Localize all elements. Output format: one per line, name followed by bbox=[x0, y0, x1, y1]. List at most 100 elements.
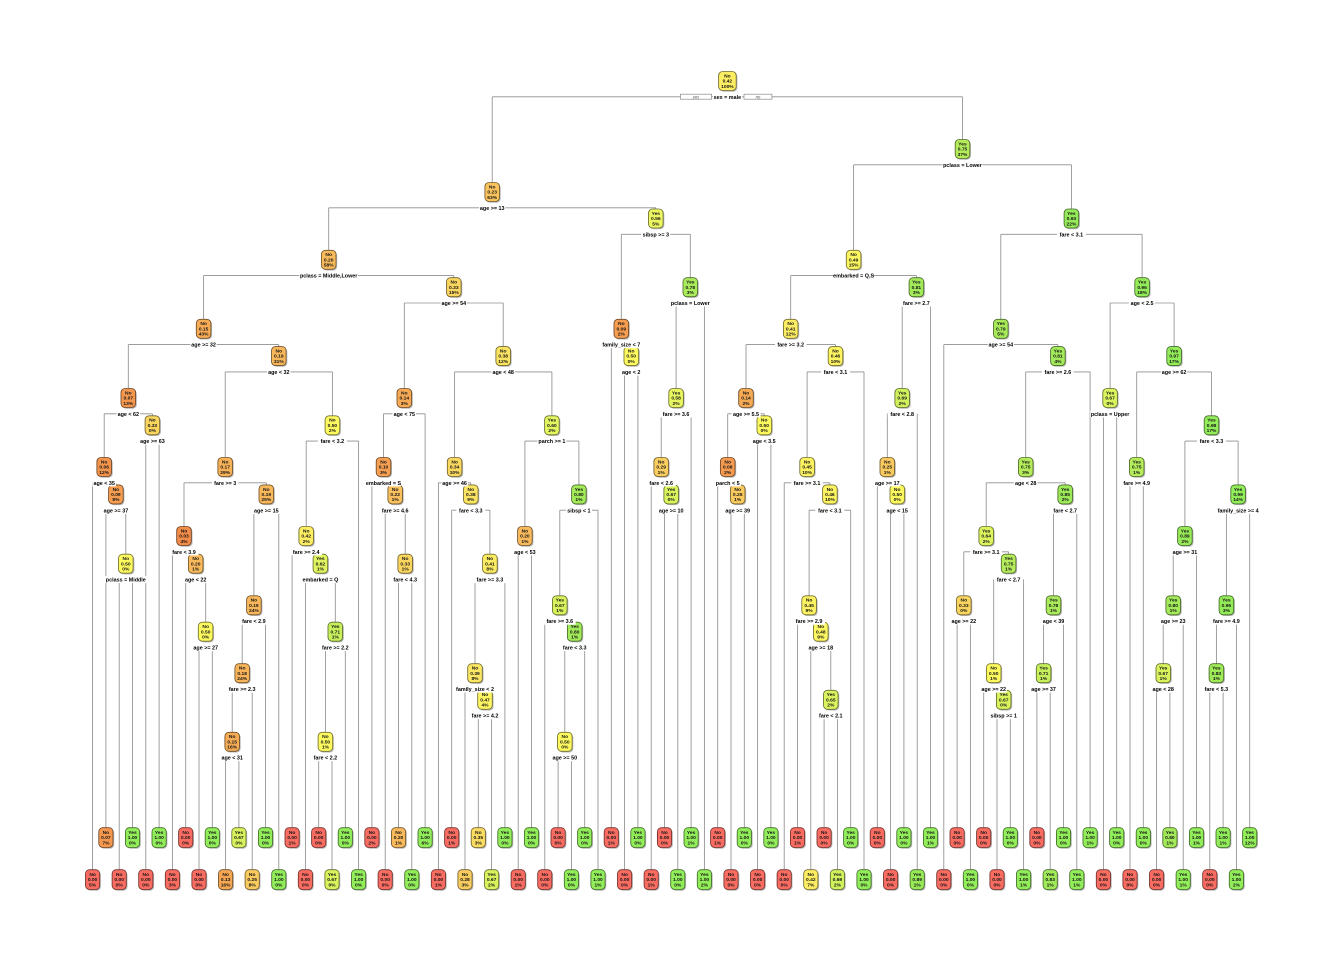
svg-text:Yes: Yes bbox=[1181, 528, 1190, 534]
svg-text:parch < 5: parch < 5 bbox=[716, 481, 740, 487]
svg-text:sex = male: sex = male bbox=[714, 95, 741, 101]
svg-text:16%: 16% bbox=[221, 882, 231, 888]
svg-text:1%: 1% bbox=[515, 882, 523, 888]
svg-text:No: No bbox=[821, 830, 828, 836]
svg-text:No: No bbox=[200, 321, 207, 327]
svg-text:Yes: Yes bbox=[487, 872, 496, 878]
svg-text:24%: 24% bbox=[237, 676, 247, 682]
svg-text:0.25: 0.25 bbox=[883, 465, 893, 471]
svg-text:fare >= 3.1: fare >= 3.1 bbox=[794, 481, 821, 487]
svg-text:0%: 0% bbox=[727, 882, 735, 888]
svg-text:1%: 1% bbox=[575, 497, 583, 503]
svg-text:0.42: 0.42 bbox=[723, 79, 733, 85]
svg-text:18%: 18% bbox=[1137, 290, 1147, 296]
svg-text:No: No bbox=[724, 73, 731, 79]
svg-text:Yes: Yes bbox=[667, 487, 676, 493]
svg-text:0.97: 0.97 bbox=[1169, 354, 1179, 360]
svg-text:no: no bbox=[756, 94, 761, 99]
svg-text:No: No bbox=[451, 459, 458, 465]
svg-text:1.00: 1.00 bbox=[740, 835, 750, 841]
svg-text:No: No bbox=[382, 872, 389, 878]
svg-text:0.00: 0.00 bbox=[194, 877, 204, 883]
svg-text:0.35: 0.35 bbox=[474, 835, 484, 841]
svg-text:Yes: Yes bbox=[1059, 830, 1068, 836]
svg-text:0.50: 0.50 bbox=[321, 739, 331, 745]
svg-text:8%: 8% bbox=[471, 676, 479, 682]
svg-text:age < 35: age < 35 bbox=[93, 481, 114, 487]
svg-text:fare >= 2.9: fare >= 2.9 bbox=[796, 619, 823, 625]
svg-text:0%: 0% bbox=[1126, 882, 1134, 888]
svg-text:8%: 8% bbox=[486, 567, 494, 573]
svg-text:No: No bbox=[315, 830, 322, 836]
svg-text:0.98: 0.98 bbox=[1207, 423, 1217, 429]
svg-text:0.65: 0.65 bbox=[826, 697, 836, 703]
svg-text:Yes: Yes bbox=[634, 830, 643, 836]
svg-text:0.47: 0.47 bbox=[480, 697, 490, 703]
svg-text:0%: 0% bbox=[1206, 882, 1214, 888]
svg-text:0.67: 0.67 bbox=[487, 877, 497, 883]
svg-text:0.49: 0.49 bbox=[849, 257, 859, 263]
svg-text:0.67: 0.67 bbox=[666, 492, 676, 498]
svg-text:No: No bbox=[874, 830, 881, 836]
svg-text:fare < 5.3: fare < 5.3 bbox=[1205, 687, 1229, 693]
svg-text:0.00: 0.00 bbox=[1099, 877, 1109, 883]
svg-text:No: No bbox=[1153, 872, 1160, 878]
svg-text:0.33: 0.33 bbox=[449, 285, 459, 291]
svg-text:Yes: Yes bbox=[567, 872, 576, 878]
svg-text:No: No bbox=[143, 872, 150, 878]
svg-text:0.69: 0.69 bbox=[833, 877, 843, 883]
svg-text:0%: 0% bbox=[754, 882, 762, 888]
svg-text:1.00: 1.00 bbox=[686, 835, 696, 841]
svg-text:4%: 4% bbox=[1054, 359, 1062, 365]
svg-text:Yes: Yes bbox=[1039, 666, 1048, 672]
svg-text:pclass = Lower: pclass = Lower bbox=[943, 163, 983, 169]
svg-text:4%: 4% bbox=[180, 539, 188, 545]
svg-text:sibsp >= 1: sibsp >= 1 bbox=[991, 714, 1017, 720]
svg-text:0.33: 0.33 bbox=[400, 561, 410, 567]
svg-text:0.20: 0.20 bbox=[324, 257, 334, 263]
svg-text:yes: yes bbox=[692, 94, 700, 99]
svg-text:2%: 2% bbox=[827, 703, 835, 709]
svg-text:1.00: 1.00 bbox=[1245, 835, 1255, 841]
svg-text:Yes: Yes bbox=[1192, 830, 1201, 836]
svg-text:No: No bbox=[728, 872, 735, 878]
svg-text:No: No bbox=[125, 390, 132, 396]
svg-text:fare >= 2.6: fare >= 2.6 bbox=[1045, 370, 1072, 376]
svg-text:0.71: 0.71 bbox=[1039, 671, 1049, 677]
svg-text:0%: 0% bbox=[149, 428, 157, 434]
svg-text:12%: 12% bbox=[786, 332, 796, 338]
svg-text:0.42: 0.42 bbox=[806, 877, 816, 883]
svg-text:No: No bbox=[724, 459, 731, 465]
svg-text:0%: 0% bbox=[116, 882, 124, 888]
svg-text:0.39: 0.39 bbox=[470, 671, 480, 677]
svg-text:age < 28: age < 28 bbox=[1015, 481, 1036, 487]
svg-text:0.00: 0.00 bbox=[1125, 877, 1135, 883]
svg-text:No: No bbox=[468, 487, 475, 493]
svg-text:0.80: 0.80 bbox=[1165, 835, 1175, 841]
svg-text:0.00: 0.00 bbox=[314, 835, 324, 841]
svg-text:0.13: 0.13 bbox=[221, 877, 231, 883]
svg-text:No: No bbox=[181, 528, 188, 534]
svg-text:No: No bbox=[555, 830, 562, 836]
svg-text:4%: 4% bbox=[481, 703, 489, 709]
svg-text:0.50: 0.50 bbox=[328, 423, 338, 429]
svg-text:Yes: Yes bbox=[1046, 872, 1055, 878]
svg-text:0.00: 0.00 bbox=[992, 877, 1002, 883]
svg-text:0.58: 0.58 bbox=[671, 396, 681, 402]
svg-text:Yes: Yes bbox=[700, 872, 709, 878]
svg-text:age < 48: age < 48 bbox=[492, 370, 513, 376]
svg-text:fare < 2.8: fare < 2.8 bbox=[890, 412, 914, 418]
svg-text:No: No bbox=[961, 598, 968, 604]
svg-text:0%: 0% bbox=[628, 359, 636, 365]
svg-text:1%: 1% bbox=[1050, 608, 1058, 614]
svg-text:1%: 1% bbox=[1073, 882, 1081, 888]
svg-text:2%: 2% bbox=[983, 539, 991, 545]
svg-text:Yes: Yes bbox=[686, 280, 695, 286]
svg-text:No: No bbox=[103, 830, 110, 836]
svg-text:No: No bbox=[661, 830, 668, 836]
svg-text:1.00: 1.00 bbox=[593, 877, 603, 883]
svg-text:Yes: Yes bbox=[328, 872, 337, 878]
svg-text:Yes: Yes bbox=[1049, 598, 1058, 604]
svg-text:0.00: 0.00 bbox=[447, 835, 457, 841]
svg-text:age >= 50: age >= 50 bbox=[553, 756, 578, 762]
